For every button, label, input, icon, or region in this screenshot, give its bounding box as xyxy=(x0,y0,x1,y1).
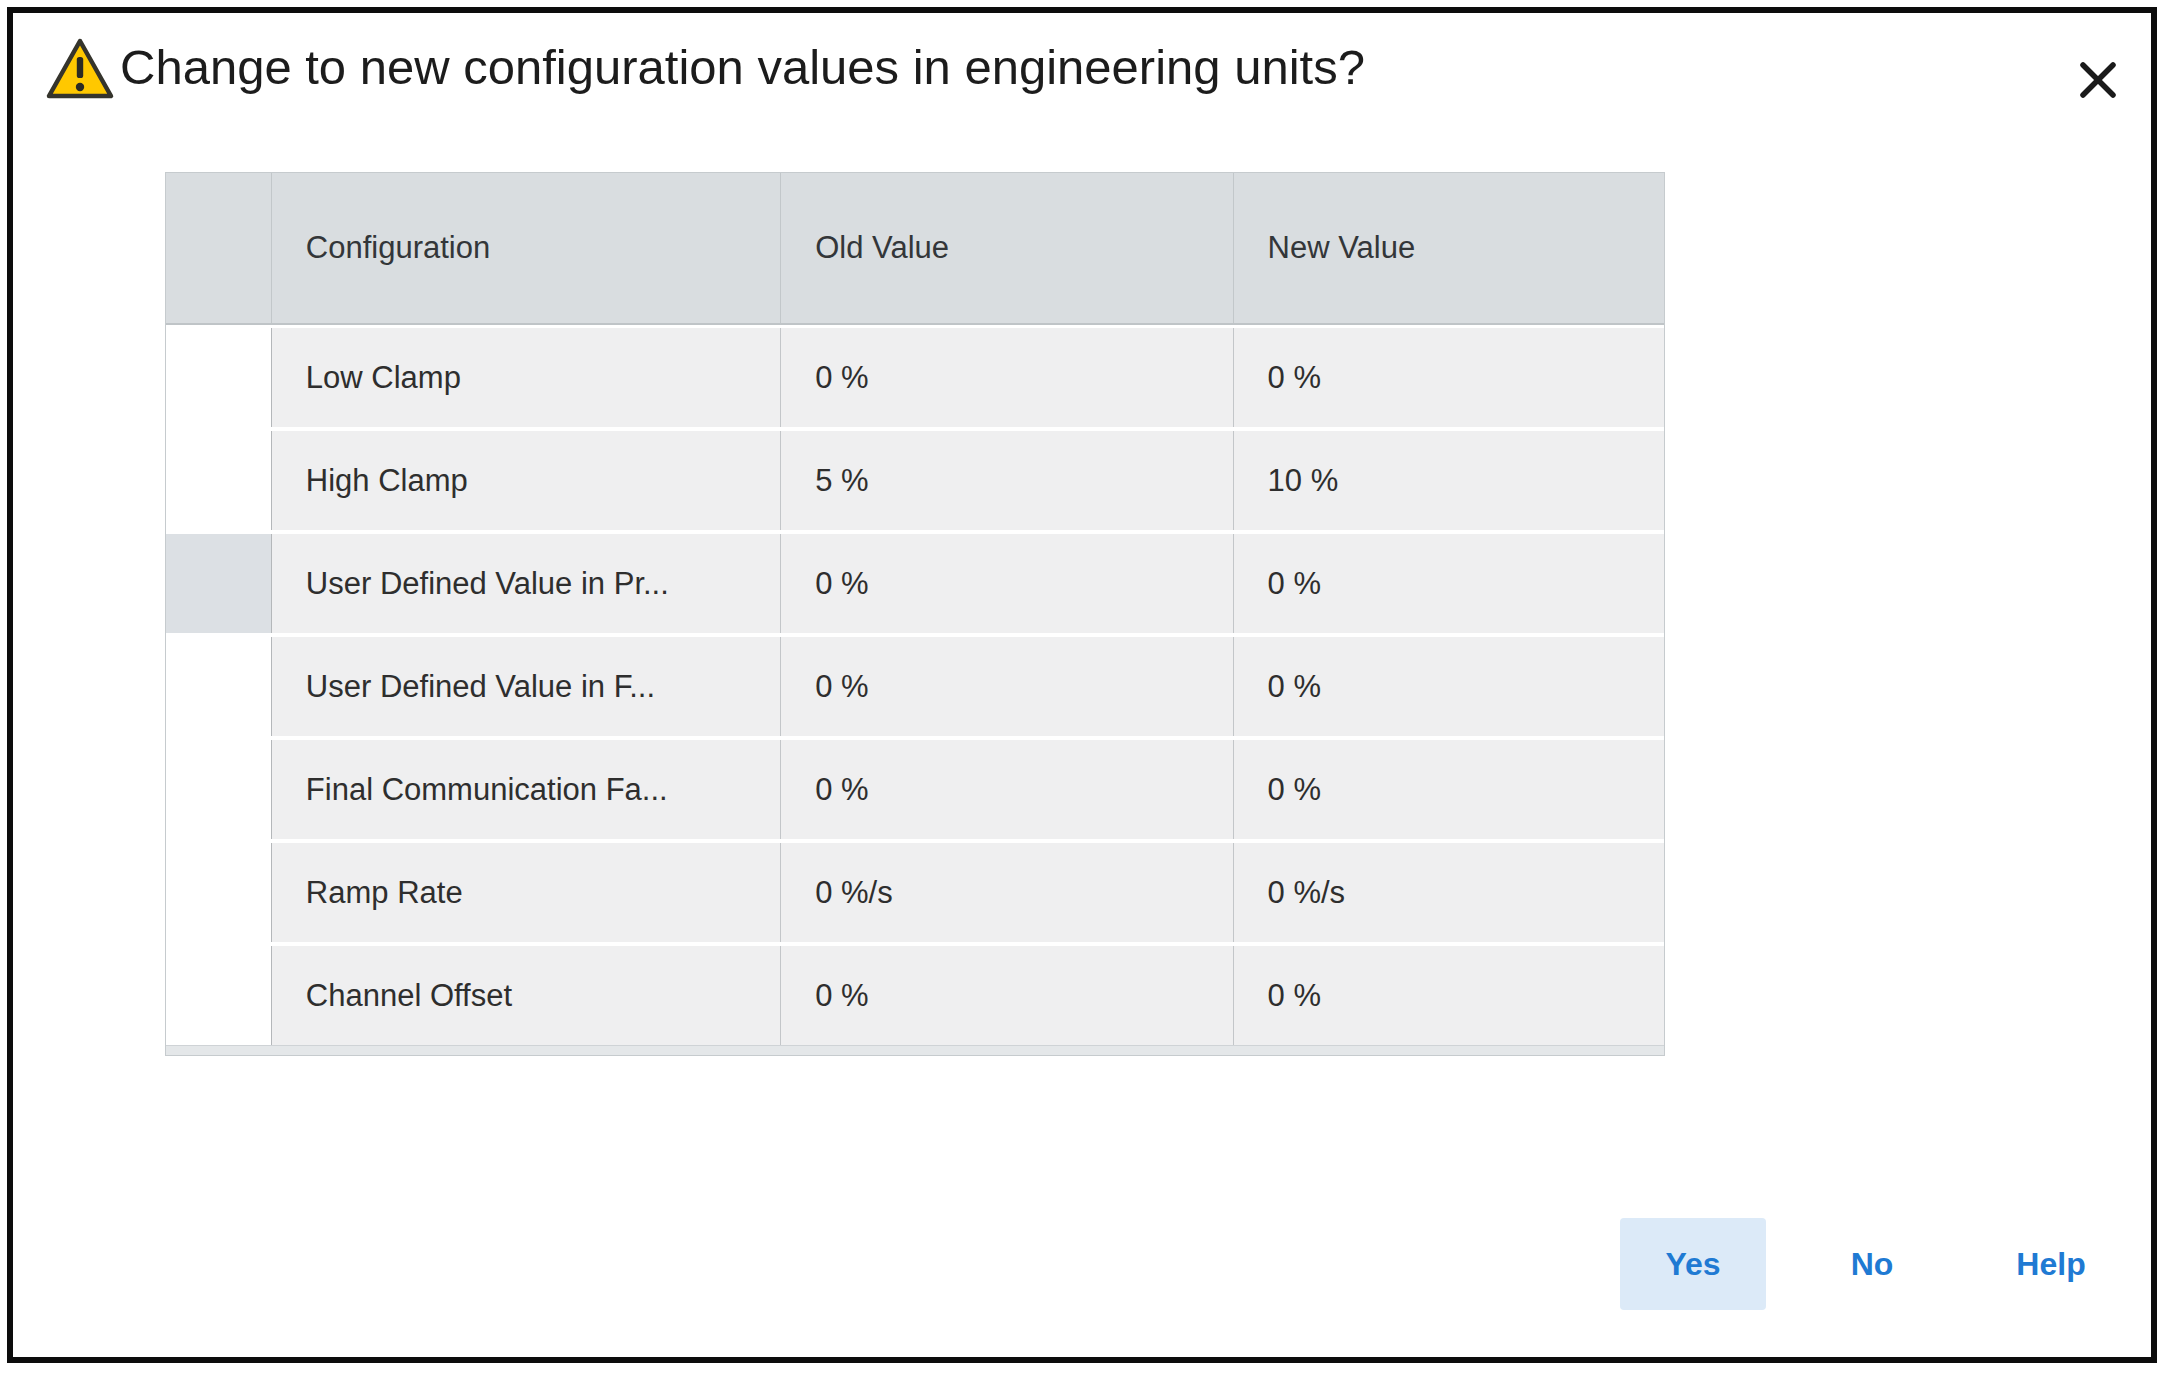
dialog-frame: Change to new configuration values in en… xyxy=(7,7,2157,1363)
table-row[interactable]: Channel Offset 0 % 0 % xyxy=(166,946,1664,1045)
table-body: Low Clamp 0 % 0 % High Clamp 5 % 10 % Us… xyxy=(166,325,1664,1045)
new-value-cell: 0 % xyxy=(1233,328,1664,427)
close-icon xyxy=(2078,60,2118,103)
new-value-cell: 10 % xyxy=(1233,431,1664,530)
config-cell: High Clamp xyxy=(271,431,780,530)
header-new-value: New Value xyxy=(1233,173,1664,323)
config-cell: Ramp Rate xyxy=(271,843,780,942)
new-value-cell: 0 % xyxy=(1233,740,1664,839)
old-value-cell: 0 % xyxy=(780,637,1232,736)
row-selector-cell[interactable] xyxy=(166,637,271,736)
warning-icon xyxy=(45,37,115,101)
table-row[interactable]: High Clamp 5 % 10 % xyxy=(166,431,1664,530)
config-cell: User Defined Value in F... xyxy=(271,637,780,736)
no-button[interactable]: No xyxy=(1799,1218,1945,1310)
old-value-cell: 0 % xyxy=(780,740,1232,839)
table-bottom-shadow xyxy=(166,1045,1664,1055)
old-value-cell: 0 % xyxy=(780,946,1232,1045)
old-value-cell: 0 % xyxy=(780,328,1232,427)
close-button[interactable] xyxy=(2063,49,2133,113)
header-old-value: Old Value xyxy=(780,173,1232,323)
config-cell: Channel Offset xyxy=(271,946,780,1045)
config-cell: Low Clamp xyxy=(271,328,780,427)
table-header-row: Configuration Old Value New Value xyxy=(166,173,1664,325)
table-row[interactable]: Low Clamp 0 % 0 % xyxy=(166,328,1664,427)
row-selector-cell[interactable] xyxy=(166,740,271,839)
table-row[interactable]: Ramp Rate 0 %/s 0 %/s xyxy=(166,843,1664,942)
row-selector-cell[interactable] xyxy=(166,534,271,633)
old-value-cell: 0 % xyxy=(780,534,1232,633)
row-selector-cell[interactable] xyxy=(166,843,271,942)
dialog: Change to new configuration values in en… xyxy=(13,13,2151,1357)
row-selector-cell[interactable] xyxy=(166,946,271,1045)
dialog-title: Change to new configuration values in en… xyxy=(120,35,2021,99)
table-row[interactable]: User Defined Value in Pr... 0 % 0 % xyxy=(166,534,1664,633)
old-value-cell: 5 % xyxy=(780,431,1232,530)
new-value-cell: 0 % xyxy=(1233,534,1664,633)
row-selector-cell[interactable] xyxy=(166,328,271,427)
table-row[interactable]: Final Communication Fa... 0 % 0 % xyxy=(166,740,1664,839)
old-value-cell: 0 %/s xyxy=(780,843,1232,942)
yes-button[interactable]: Yes xyxy=(1620,1218,1766,1310)
table-row[interactable]: User Defined Value in F... 0 % 0 % xyxy=(166,637,1664,736)
config-cell: Final Communication Fa... xyxy=(271,740,780,839)
new-value-cell: 0 % xyxy=(1233,637,1664,736)
new-value-cell: 0 % xyxy=(1233,946,1664,1045)
config-cell: User Defined Value in Pr... xyxy=(271,534,780,633)
dialog-button-row: Yes No Help xyxy=(1620,1218,2124,1310)
row-selector-cell[interactable] xyxy=(166,431,271,530)
header-selector-cell xyxy=(166,173,271,323)
new-value-cell: 0 %/s xyxy=(1233,843,1664,942)
header-configuration: Configuration xyxy=(271,173,780,323)
configuration-table: Configuration Old Value New Value Low Cl… xyxy=(165,172,1665,1056)
help-button[interactable]: Help xyxy=(1978,1218,2124,1310)
